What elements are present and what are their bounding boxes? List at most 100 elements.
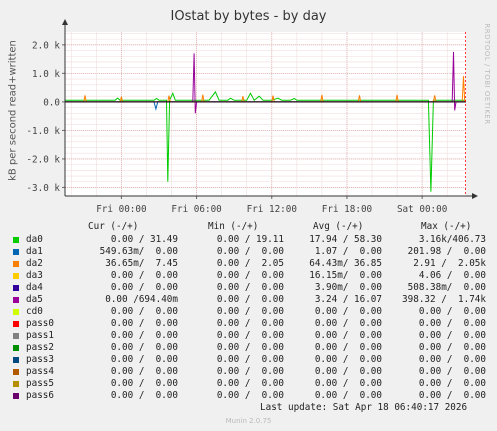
legend-cur-value: 0.00 / 0.00 [110,318,178,329]
legend-series-name: pass3 [26,354,54,365]
legend-avg-value: 0.00 / 0.00 [314,378,382,389]
legend-cur-value: 0.00 / 0.00 [110,378,178,389]
x-tick-label: Fri 12:00 [247,204,297,215]
legend-avg-value: 0.00 / 0.00 [314,306,382,317]
legend-avg-value: 1.07 / 0.00 [314,246,382,257]
legend-swatch [13,273,19,279]
series-line-da2 [65,76,466,103]
y-tick-label: -3.0 k [26,183,60,194]
x-tick-label: Fri 00:00 [96,204,146,215]
legend-swatch [13,381,19,387]
legend-swatch [13,393,19,399]
legend-max-value: 0.00 / 0.00 [418,390,486,401]
legend-row-pass4: pass4 0.00 / 0.00 0.00 / 0.00 0.00 / 0.00 0.… [0,366,497,378]
legend-cur-value: 549.63m/ 0.00 [99,246,178,257]
legend-max-value: 508.38m/ 0.00 [407,282,486,293]
legend-min-value: 0.00 / 0.00 [216,390,284,401]
legend-max-value: 0.00 / 0.00 [418,306,486,317]
legend-max-value: 0.00 / 0.00 [418,330,486,341]
legend-row-pass0: pass0 0.00 / 0.00 0.00 / 0.00 0.00 / 0.00 0.… [0,318,497,330]
legend-row-pass5: pass5 0.00 / 0.00 0.00 / 0.00 0.00 / 0.00 0.… [0,378,497,390]
plot-background [65,32,466,196]
legend-cur-value: 0.00 / 0.00 [110,330,178,341]
legend-series-name: pass2 [26,342,54,353]
legend-series-name: da4 [26,282,43,293]
legend-max-value: 0.00 / 0.00 [418,354,486,365]
legend-series-name: da5 [26,294,43,305]
legend-cur-value: 0.00 / 0.00 [110,270,178,281]
legend-cur-value: 0.00 / 0.00 [110,306,178,317]
header-avg: Avg (-/+) [313,221,364,232]
legend-min-value: 0.00 / 0.00 [216,354,284,365]
header-min: Min (-/+) [208,221,259,232]
legend-row-pass6: pass6 0.00 / 0.00 0.00 / 0.00 0.00 / 0.00 0.… [0,390,497,402]
series-line-da0 [65,90,466,192]
x-tick-label: Fri 18:00 [322,204,372,215]
legend-cur-value: 0.00 / 0.00 [110,282,178,293]
legend-swatch [13,309,19,315]
y-axis-arrow [62,19,68,25]
legend-series-name: da3 [26,270,43,281]
legend-avg-value: 0.00 / 0.00 [314,390,382,401]
legend-avg-value: 0.00 / 0.00 [314,318,382,329]
y-tick-label: -2.0 k [26,154,60,165]
legend-row-pass2: pass2 0.00 / 0.00 0.00 / 0.00 0.00 / 0.00 0.… [0,342,497,354]
legend-avg-value: 0.00 / 0.00 [314,330,382,341]
legend-row-da3: da3 0.00 / 0.00 0.00 / 0.00 16.15m/ 0.00 4.0… [0,270,497,282]
legend-min-value: 0.00 / 0.00 [216,318,284,329]
legend-max-value: 201.98 / 0.00 [407,246,486,257]
legend-avg-value: 64.43m/ 36.85 [309,258,382,269]
munin-version: Munin 2.0.75 [225,417,272,425]
legend-max-value: 4.06 / 0.00 [418,270,486,281]
legend-max-value: 0.00 / 0.00 [418,378,486,389]
legend-max-value: 3.16k/406.73 [418,234,486,245]
legend-avg-value: 17.94 / 58.30 [309,234,382,245]
legend-max-value: 398.32 / 1.74k [402,294,486,305]
legend-min-value: 0.00 / 0.00 [216,270,284,281]
legend-swatch [13,369,19,375]
legend-avg-value: 16.15m/ 0.00 [309,270,382,281]
legend-min-value: 0.00 / 2.05 [216,258,284,269]
legend-cur-value: 0.00 /694.40m [105,294,178,305]
legend-swatch [13,357,19,363]
legend-series-name: pass4 [26,366,54,377]
legend-row-da5: da5 0.00 /694.40m 0.00 / 0.00 3.24 / 16.07 3… [0,294,497,306]
legend-row-pass1: pass1 0.00 / 0.00 0.00 / 0.00 0.00 / 0.00 0.… [0,330,497,342]
legend-avg-value: 0.00 / 0.00 [314,366,382,377]
legend-cur-value: 0.00 / 0.00 [110,366,178,377]
legend-min-value: 0.00 / 0.00 [216,282,284,293]
legend-min-value: 0.00 / 0.00 [216,294,284,305]
legend-swatch [13,345,19,351]
header-cur: Cur (-/+) [88,221,139,232]
y-tick-label: 1.0 k [32,69,60,80]
legend-swatch [13,285,19,291]
legend-min-value: 0.00 / 19.11 [216,234,284,245]
legend-swatch [13,297,19,303]
header-max: Max (-/+) [421,221,472,232]
legend-series-name: pass6 [26,390,54,401]
legend-series-name: pass1 [26,330,54,341]
legend-swatch [13,321,19,327]
legend-min-value: 0.00 / 0.00 [216,342,284,353]
legend-series-name: da2 [26,258,43,269]
x-tick-label: Fri 06:00 [171,204,221,215]
legend-swatch [13,249,19,255]
y-tick-label: -1.0 k [26,126,60,137]
legend-series-name: da0 [26,234,43,245]
legend-max-value: 0.00 / 0.00 [418,366,486,377]
x-tick-label: Sat 00:00 [397,204,447,215]
legend-min-value: 0.00 / 0.00 [216,330,284,341]
legend-row-pass3: pass3 0.00 / 0.00 0.00 / 0.00 0.00 / 0.00 0.… [0,354,497,366]
legend-row-da0: da0 0.00 / 31.49 0.00 / 19.11 17.94 / 58.30… [0,234,497,246]
legend-cur-value: 0.00 / 0.00 [110,342,178,353]
legend-min-value: 0.00 / 0.00 [216,246,284,257]
legend-max-value: 0.00 / 0.00 [418,318,486,329]
legend-min-value: 0.00 / 0.00 [216,366,284,377]
x-axis-arrow [472,193,478,199]
y-tick-label: 2.0 k [32,40,60,51]
legend-max-value: 2.91 / 2.05k [413,258,486,269]
legend-cur-value: 0.00 / 31.49 [110,234,178,245]
plot-area: 2.0 k 1.0 k 0.0 -1.0 k -2.0 k -3.0 k Fri 00:00… [26,19,478,215]
legend-series-name: pass5 [26,378,54,389]
